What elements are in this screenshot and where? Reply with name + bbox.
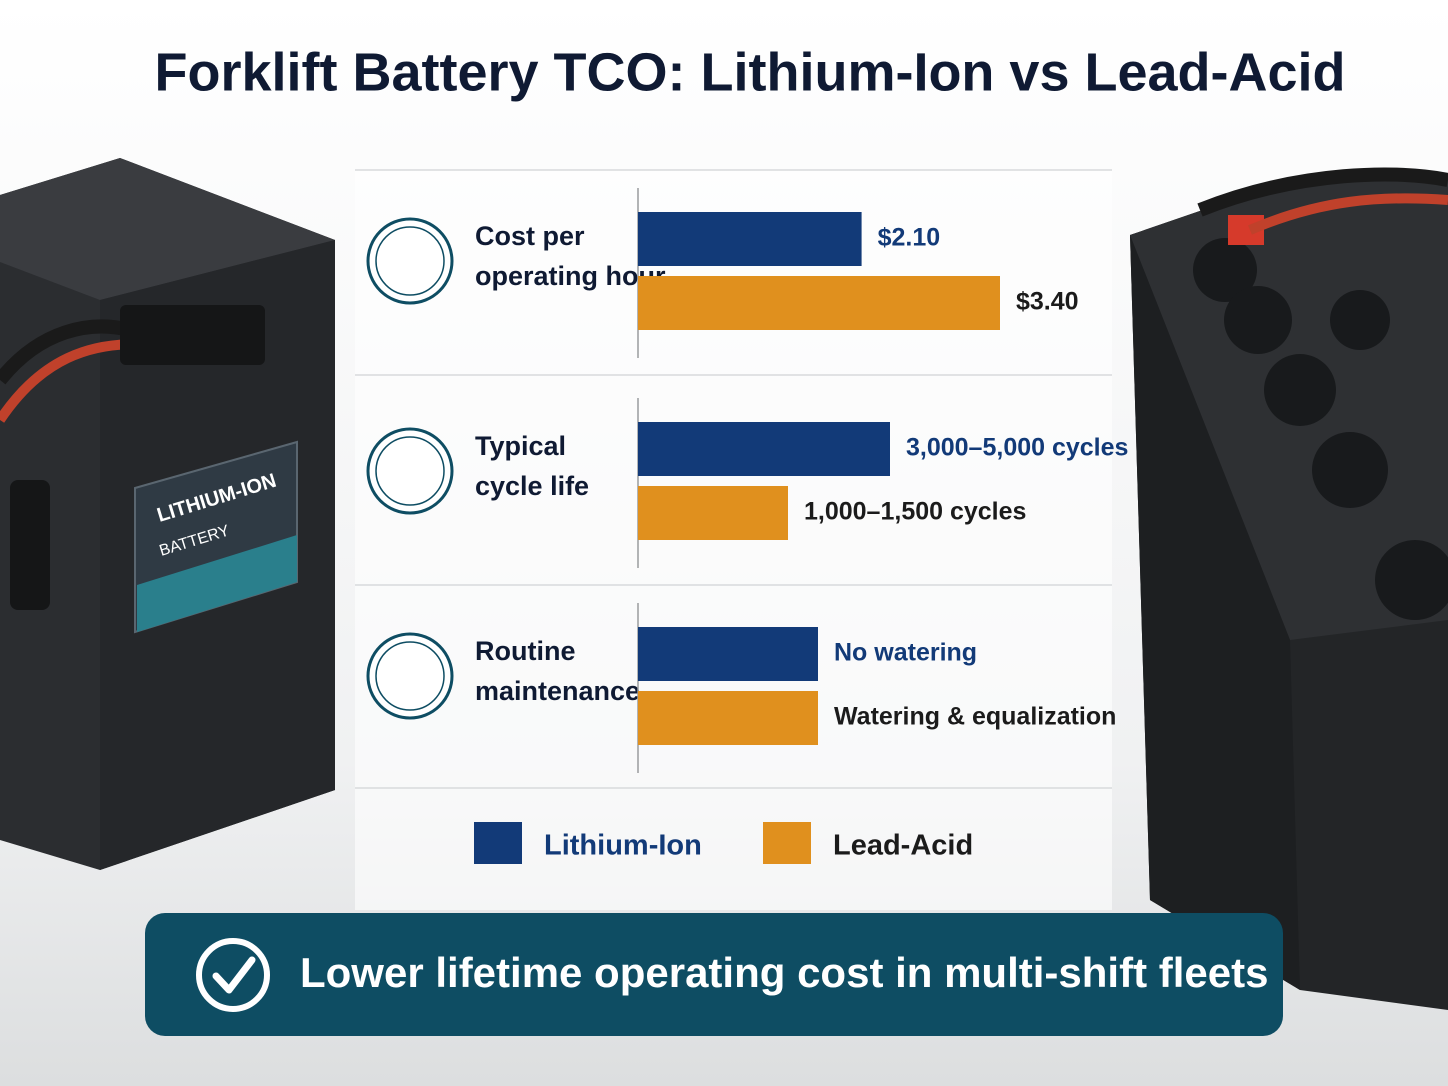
group-icon [366, 632, 454, 720]
value-label: No watering [834, 639, 977, 667]
value-label: $3.40 [1016, 288, 1079, 316]
legend-swatch [474, 822, 522, 864]
group-icon-inner [375, 641, 445, 711]
bar [638, 627, 818, 681]
group-label: cycle life [475, 471, 589, 501]
group-label: operating hour [475, 261, 666, 291]
legend-swatch [763, 822, 811, 864]
group-icon-inner [375, 226, 445, 296]
check-icon [196, 938, 270, 1012]
group-icon [366, 217, 454, 305]
value-label: Watering & equalization [834, 703, 1116, 731]
banner [145, 913, 1283, 1036]
value-label: $2.10 [878, 224, 941, 252]
lithium-battery: LITHIUM-ION BATTERY [0, 158, 335, 870]
banner-text: Lower lifetime operating cost in multi-s… [300, 949, 1268, 996]
check-mark [212, 956, 256, 994]
group-label: maintenance [475, 676, 640, 706]
bar [638, 486, 788, 540]
bar [638, 422, 890, 476]
legend-label: Lead-Acid [833, 830, 973, 862]
bar [638, 276, 1000, 330]
bar [638, 212, 862, 266]
title: Forklift Battery TCO: Lithium-Ion vs Lea… [154, 42, 1345, 102]
group-icon-inner [375, 436, 445, 506]
value-label: 1,000–1,500 cycles [804, 498, 1026, 526]
chart: Cost per operating hour $2.10 $3.40 Typical c… [355, 169, 1128, 864]
lead-acid-battery [1130, 167, 1448, 1010]
group-label: Typical [475, 431, 566, 461]
group-label: Cost per [475, 221, 585, 251]
group-icon [366, 427, 454, 515]
value-label: 3,000–5,000 cycles [906, 434, 1128, 462]
bar [638, 691, 818, 745]
legend-label: Lithium-Ion [544, 830, 702, 862]
group-label: Routine [475, 636, 576, 666]
